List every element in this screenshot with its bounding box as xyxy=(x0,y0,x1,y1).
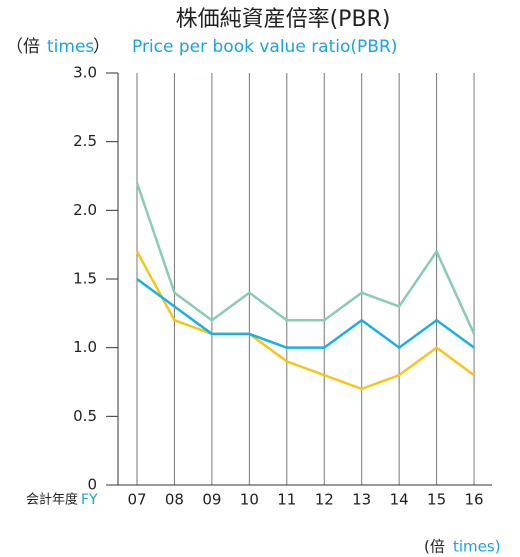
y-tick-label: 1.0 xyxy=(73,338,97,356)
y-label-close: ） xyxy=(93,37,110,57)
x-tick-label: 11 xyxy=(277,491,296,509)
chart-title: 株価純資産倍率(PBR) xyxy=(176,7,391,32)
x-unit-ja: (倍 xyxy=(424,538,445,556)
x-tick-label: 10 xyxy=(240,491,259,509)
x-tick-label: 16 xyxy=(465,491,484,509)
x-tick-label: 13 xyxy=(352,491,371,509)
y-label-ja: （倍 xyxy=(6,37,40,57)
x-tick-label: 08 xyxy=(165,491,184,509)
y-tick-label: 2.5 xyxy=(73,132,97,150)
y-tick-label: 0.5 xyxy=(73,407,97,425)
x-tick-label: 09 xyxy=(202,491,221,509)
y-tick-label: 2.0 xyxy=(73,201,97,219)
y-tick-label: 3.0 xyxy=(73,64,97,82)
subtitle: Price per book value ratio(PBR) xyxy=(132,37,397,57)
x-tick-label: 14 xyxy=(390,491,409,509)
y-tick-label: 1.5 xyxy=(73,270,97,288)
x-tick-label: 12 xyxy=(315,491,334,509)
series-line xyxy=(136,277,475,349)
y-label-en: times xyxy=(47,37,94,57)
x-tick-label: 15 xyxy=(427,491,446,509)
x-tick-label: 07 xyxy=(127,491,146,509)
x-label-en: FY xyxy=(81,492,98,508)
y-tick-label: 0 xyxy=(87,476,97,494)
x-unit-en: times) xyxy=(453,538,501,556)
series-line xyxy=(135,250,475,391)
series-line xyxy=(135,182,476,335)
x-label-ja: 会計年度 xyxy=(26,492,78,508)
